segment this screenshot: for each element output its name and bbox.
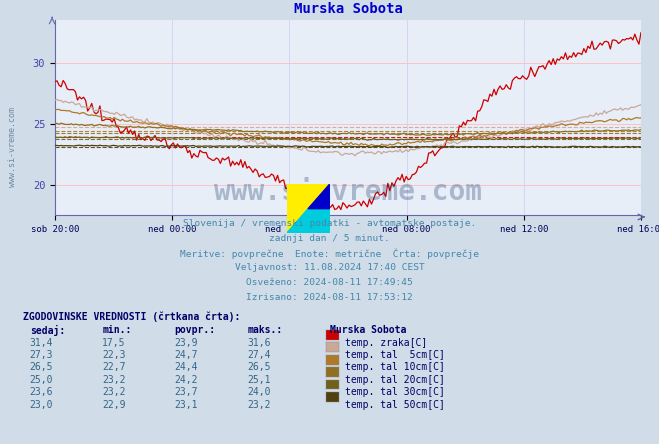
- Title: Murska Sobota: Murska Sobota: [293, 2, 403, 16]
- Text: 31,6: 31,6: [247, 337, 271, 348]
- Text: 23,6: 23,6: [30, 387, 53, 397]
- Text: povpr.:: povpr.:: [175, 325, 215, 335]
- Text: 27,4: 27,4: [247, 350, 271, 360]
- Text: 24,0: 24,0: [247, 387, 271, 397]
- Text: 31,4: 31,4: [30, 337, 53, 348]
- Text: 24,7: 24,7: [175, 350, 198, 360]
- Text: 26,5: 26,5: [247, 362, 271, 373]
- Text: www.si-vreme.com: www.si-vreme.com: [214, 178, 482, 206]
- Text: ZGODOVINSKE VREDNOSTI (črtkana črta):: ZGODOVINSKE VREDNOSTI (črtkana črta):: [23, 312, 241, 322]
- Text: Meritve: povprečne  Enote: metrične  Črta: povprečje: Meritve: povprečne Enote: metrične Črta:…: [180, 249, 479, 259]
- Polygon shape: [308, 184, 330, 209]
- Text: 27,3: 27,3: [30, 350, 53, 360]
- Text: temp. tal 50cm[C]: temp. tal 50cm[C]: [345, 400, 445, 410]
- Text: temp. tal 10cm[C]: temp. tal 10cm[C]: [345, 362, 445, 373]
- Text: maks.:: maks.:: [247, 325, 282, 335]
- Text: 23,2: 23,2: [102, 387, 126, 397]
- Text: 23,1: 23,1: [175, 400, 198, 410]
- Text: 22,3: 22,3: [102, 350, 126, 360]
- Text: 22,9: 22,9: [102, 400, 126, 410]
- Text: sedaj:: sedaj:: [30, 325, 65, 336]
- Text: temp. zraka[C]: temp. zraka[C]: [345, 337, 427, 348]
- Text: www.si-vreme.com: www.si-vreme.com: [8, 107, 17, 186]
- Polygon shape: [287, 184, 330, 233]
- Text: zadnji dan / 5 minut.: zadnji dan / 5 minut.: [269, 234, 390, 243]
- Text: Veljavnost: 11.08.2024 17:40 CEST: Veljavnost: 11.08.2024 17:40 CEST: [235, 263, 424, 273]
- Text: 24,2: 24,2: [175, 375, 198, 385]
- Text: 25,0: 25,0: [30, 375, 53, 385]
- Text: 23,2: 23,2: [102, 375, 126, 385]
- Text: 25,1: 25,1: [247, 375, 271, 385]
- Text: 26,5: 26,5: [30, 362, 53, 373]
- Text: Izrisano: 2024-08-11 17:53:12: Izrisano: 2024-08-11 17:53:12: [246, 293, 413, 302]
- Text: Slovenija / vremenski podatki - avtomatske postaje.: Slovenija / vremenski podatki - avtomats…: [183, 219, 476, 229]
- Text: Murska Sobota: Murska Sobota: [330, 325, 406, 335]
- Text: 23,2: 23,2: [247, 400, 271, 410]
- Text: temp. tal 20cm[C]: temp. tal 20cm[C]: [345, 375, 445, 385]
- Text: 17,5: 17,5: [102, 337, 126, 348]
- Text: 23,0: 23,0: [30, 400, 53, 410]
- Text: Osveženo: 2024-08-11 17:49:45: Osveženo: 2024-08-11 17:49:45: [246, 278, 413, 287]
- Text: 23,7: 23,7: [175, 387, 198, 397]
- Text: 22,7: 22,7: [102, 362, 126, 373]
- Polygon shape: [287, 209, 330, 233]
- Text: min.:: min.:: [102, 325, 132, 335]
- Text: 23,9: 23,9: [175, 337, 198, 348]
- Text: 24,4: 24,4: [175, 362, 198, 373]
- Text: temp. tal 30cm[C]: temp. tal 30cm[C]: [345, 387, 445, 397]
- Text: temp. tal  5cm[C]: temp. tal 5cm[C]: [345, 350, 445, 360]
